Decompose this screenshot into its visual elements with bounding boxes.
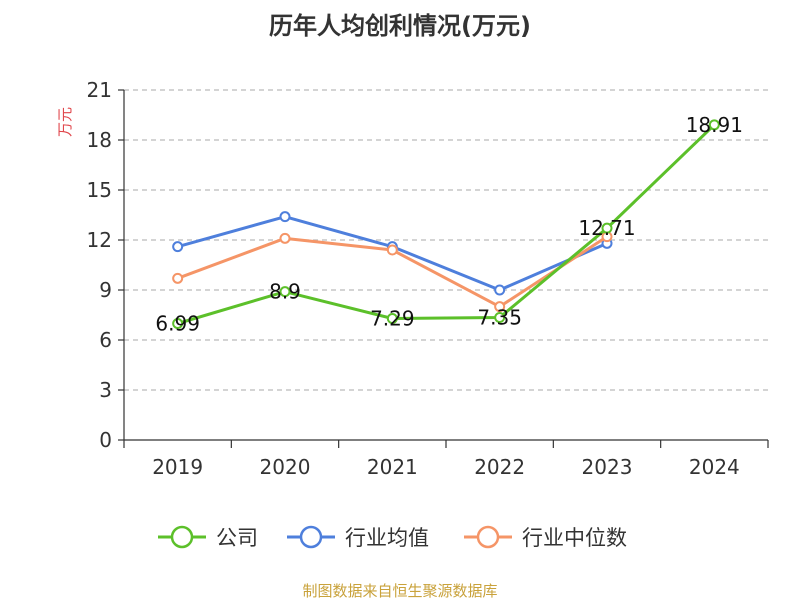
legend-item[interactable]: 公司 xyxy=(158,525,258,550)
source-note: 制图数据来自恒生聚源数据库 xyxy=(302,582,497,600)
data-point[interactable] xyxy=(601,222,613,234)
data-labels: 6.99 8.9 7.29 7.35 12.71 18.91 xyxy=(155,113,743,336)
x-tick-label: 2023 xyxy=(582,455,633,479)
y-tick-label: 18 xyxy=(87,128,112,152)
x-tick-label: 2019 xyxy=(152,455,203,479)
data-point[interactable] xyxy=(386,313,398,324)
legend-label: 公司 xyxy=(216,526,258,550)
data-point[interactable] xyxy=(708,119,720,131)
legend-item[interactable]: 行业中位数 xyxy=(464,525,627,550)
data-label: 8.9 xyxy=(269,280,301,304)
y-tick-label: 9 xyxy=(99,278,112,302)
legend-marker xyxy=(299,525,323,549)
data-point[interactable] xyxy=(494,284,506,296)
data-label: 7.35 xyxy=(477,306,522,330)
y-tick-label: 21 xyxy=(87,78,112,102)
data-point[interactable] xyxy=(386,244,398,256)
axes: 0 3 6 9 12 15 18 21 2019 2020 2021 2022 2023 2024 xyxy=(87,78,769,479)
x-tick-label: 2024 xyxy=(689,455,740,479)
legend-marker xyxy=(476,525,500,549)
y-tick-label: 3 xyxy=(99,378,112,402)
gridlines xyxy=(124,89,768,391)
data-point[interactable] xyxy=(279,286,291,298)
data-point[interactable] xyxy=(279,211,291,223)
data-point[interactable] xyxy=(172,318,184,329)
x-tick-label: 2020 xyxy=(260,455,311,479)
x-tick-label: 2022 xyxy=(474,455,525,479)
data-point[interactable] xyxy=(172,272,184,284)
legend-item[interactable]: 行业均值 xyxy=(287,525,429,550)
data-label: 7.29 xyxy=(370,307,415,331)
y-axis-label: 万元 xyxy=(56,107,74,137)
data-label: 18.91 xyxy=(686,113,743,137)
legend[interactable]: 公司 行业均值 行业中位数 xyxy=(158,525,627,550)
chart-title: 历年人均创利情况(万元) xyxy=(269,12,531,40)
data-point[interactable] xyxy=(494,312,506,323)
y-tick-label: 15 xyxy=(87,178,112,202)
data-point[interactable] xyxy=(172,241,184,253)
data-point[interactable] xyxy=(279,232,291,244)
data-point[interactable] xyxy=(494,301,506,313)
x-tick-label: 2021 xyxy=(367,455,418,479)
series-lines xyxy=(172,119,720,329)
legend-label: 行业均值 xyxy=(345,526,429,550)
y-tick-label: 6 xyxy=(99,328,112,352)
legend-marker xyxy=(170,525,194,549)
y-tick-label: 12 xyxy=(87,228,112,252)
legend-label: 行业中位数 xyxy=(522,526,627,550)
series-line-0 xyxy=(177,123,716,325)
data-label: 6.99 xyxy=(155,312,200,336)
y-tick-label: 0 xyxy=(99,428,112,452)
data-label: 12.71 xyxy=(578,216,635,240)
